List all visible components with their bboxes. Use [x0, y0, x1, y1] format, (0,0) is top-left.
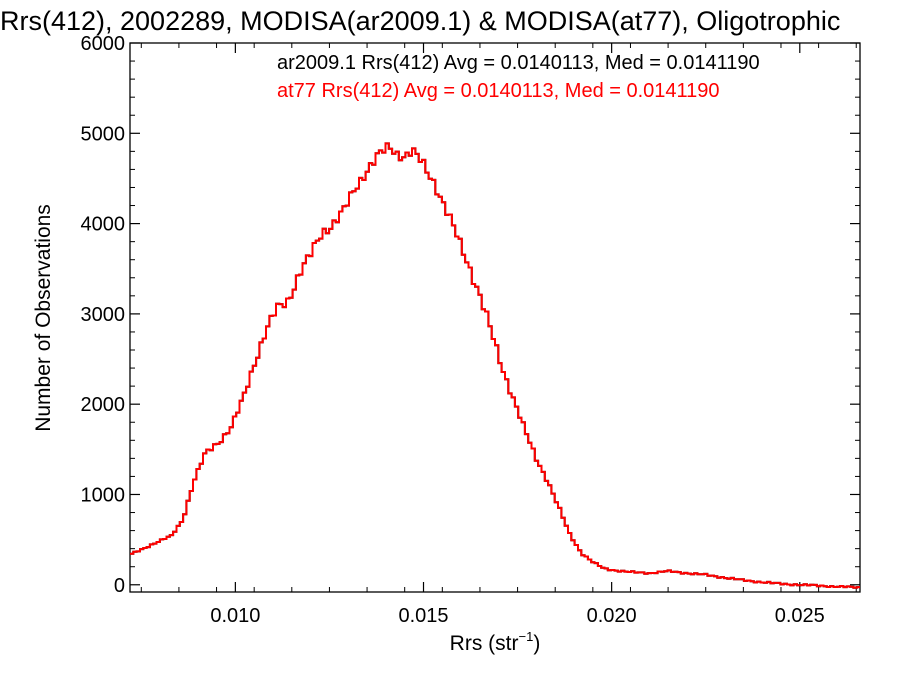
x-axis-label: Rrs (str−1): [450, 629, 541, 655]
y-tick-label-3: 3000: [81, 304, 126, 326]
series-ar2009-1: [130, 142, 860, 589]
y-tick-label-4: 4000: [81, 214, 126, 236]
x-tick-label-2: 0.020: [587, 605, 637, 627]
y-axis-label: Number of Observations: [32, 204, 55, 432]
chart-title: Rrs(412), 2002289, MODISA(ar2009.1) & MO…: [0, 6, 840, 36]
x-tick-label-0: 0.010: [210, 605, 260, 627]
tick-labels: 0.010 0.015 0.020 0.025 0 1000 2000 3000 4000 500…: [81, 33, 825, 627]
x-tick-label-1: 0.015: [398, 605, 448, 627]
legend-entry-ar2009-1: ar2009.1 Rrs(412) Avg = 0.0140113, Med =…: [277, 52, 760, 74]
plot-frame: [129, 42, 861, 593]
axis-ticks: [130, 42, 860, 592]
series-at77: [130, 142, 860, 589]
legend-entry-at77: at77 Rrs(412) Avg = 0.0140113, Med = 0.0…: [277, 80, 720, 102]
y-tick-label-2: 2000: [81, 394, 126, 416]
y-tick-label-0: 0: [114, 575, 125, 597]
y-tick-label-1: 1000: [81, 484, 126, 506]
y-tick-label-6: 6000: [81, 33, 126, 55]
x-tick-label-3: 0.025: [775, 605, 825, 627]
y-tick-label-5: 5000: [81, 123, 126, 145]
